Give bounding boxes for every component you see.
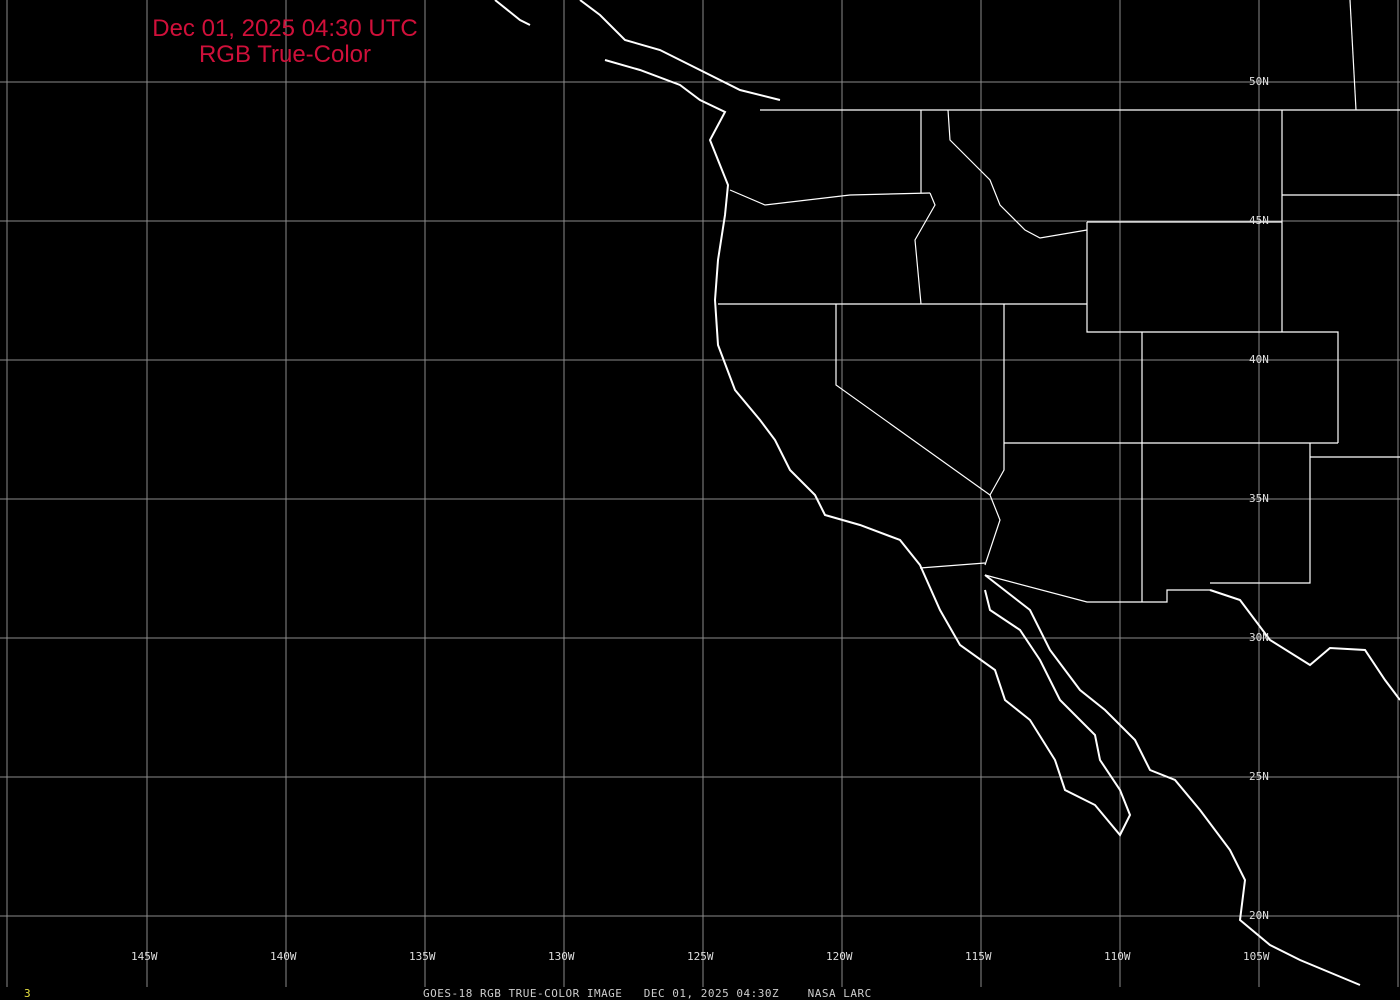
borders: [718, 0, 1400, 603]
mexico-mainland-coast: [984, 574, 1361, 986]
latitude-label: 45N: [1249, 214, 1269, 227]
gulf-coast-mexico: [1209, 589, 1400, 701]
longitude-label: 135W: [409, 950, 436, 963]
latitude-label: 50N: [1249, 75, 1269, 88]
map-title-product: RGB True-Color: [198, 41, 372, 68]
latitude-label: 30N: [1249, 631, 1269, 644]
longitude-label: 110W: [1104, 950, 1131, 963]
longitude-label: 145W: [131, 950, 158, 963]
pacific-nw-coast: [604, 59, 1132, 837]
longitude-label: 140W: [270, 950, 297, 963]
latitude-label: 35N: [1249, 492, 1269, 505]
longitude-label: 125W: [687, 950, 714, 963]
canada-coast: [494, 0, 531, 26]
coastlines: [494, 0, 1400, 986]
latitude-label: 20N: [1249, 909, 1269, 922]
latitude-label: 40N: [1249, 353, 1269, 366]
longitude-label: 105W: [1243, 950, 1270, 963]
longitude-label: 120W: [826, 950, 853, 963]
bc-coast-north: [579, 0, 781, 101]
map-title-datetime: Dec 01, 2025 04:30 UTC: [152, 15, 418, 42]
frame-number: 3: [24, 987, 31, 1000]
longitude-label: 115W: [965, 950, 992, 963]
image-caption: GOES-18 RGB TRUE-COLOR IMAGE DEC 01, 202…: [423, 987, 872, 1000]
latitude-label: 25N: [1249, 770, 1269, 783]
longitude-label: 130W: [548, 950, 575, 963]
